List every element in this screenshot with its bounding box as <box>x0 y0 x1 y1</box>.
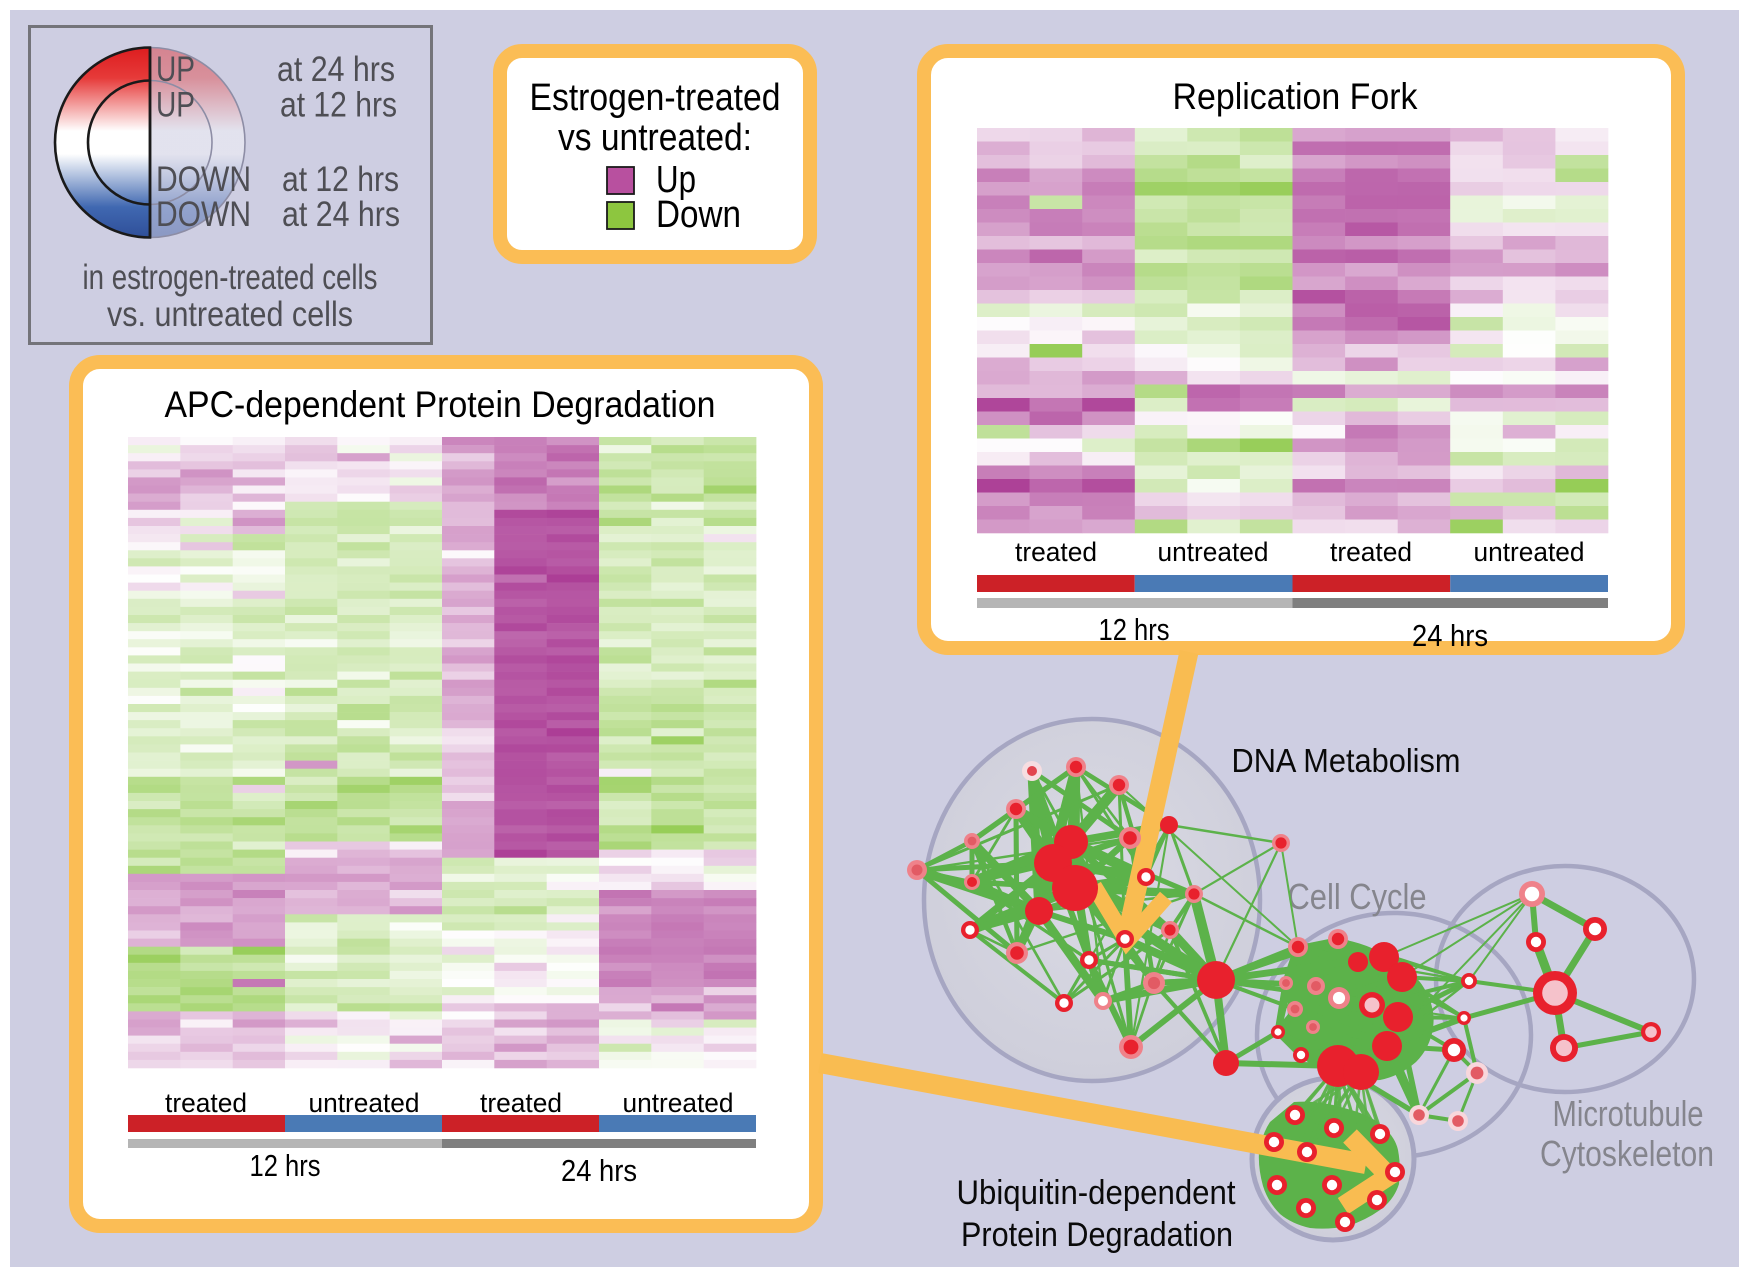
svg-text:UP: UP <box>156 50 195 89</box>
svg-text:24 hrs: 24 hrs <box>1412 618 1488 653</box>
svg-text:DOWN: DOWN <box>156 160 251 199</box>
svg-text:Protein Degradation: Protein Degradation <box>961 1216 1233 1254</box>
svg-text:Cell Cycle: Cell Cycle <box>1288 876 1427 917</box>
svg-text:untreated: untreated <box>309 1088 420 1118</box>
svg-text:untreated: untreated <box>1158 537 1269 567</box>
svg-text:at 24 hrs: at 24 hrs <box>282 195 400 234</box>
svg-text:Replication Fork: Replication Fork <box>1173 76 1418 117</box>
svg-text:APC-dependent Protein Degradat: APC-dependent Protein Degradation <box>165 384 716 425</box>
svg-text:vs untreated:: vs untreated: <box>558 117 752 159</box>
svg-text:Ubiquitin-dependent: Ubiquitin-dependent <box>957 1174 1237 1212</box>
svg-text:treated: treated <box>480 1088 562 1118</box>
svg-text:Cytoskeleton: Cytoskeleton <box>1540 1133 1714 1174</box>
svg-text:at 12 hrs: at 12 hrs <box>280 86 397 125</box>
svg-text:in estrogen-treated cells: in estrogen-treated cells <box>83 258 378 297</box>
svg-text:untreated: untreated <box>1474 537 1585 567</box>
svg-text:UP: UP <box>156 86 195 125</box>
svg-text:treated: treated <box>165 1088 247 1118</box>
svg-text:Up: Up <box>656 159 696 201</box>
svg-text:24 hrs: 24 hrs <box>561 1153 637 1188</box>
svg-text:12 hrs: 12 hrs <box>1099 612 1170 647</box>
svg-text:Estrogen-treated: Estrogen-treated <box>530 77 781 119</box>
svg-text:untreated: untreated <box>623 1088 734 1118</box>
svg-text:at 12 hrs: at 12 hrs <box>282 160 399 199</box>
svg-text:vs. untreated cells: vs. untreated cells <box>107 295 353 334</box>
svg-text:Down: Down <box>656 194 741 236</box>
svg-text:12 hrs: 12 hrs <box>250 1148 321 1183</box>
svg-text:DOWN: DOWN <box>156 195 251 234</box>
svg-text:DNA Metabolism: DNA Metabolism <box>1232 742 1461 779</box>
svg-text:Microtubule: Microtubule <box>1553 1093 1704 1134</box>
svg-text:treated: treated <box>1015 537 1097 567</box>
svg-text:treated: treated <box>1330 537 1412 567</box>
svg-text:at 24 hrs: at 24 hrs <box>277 50 395 89</box>
